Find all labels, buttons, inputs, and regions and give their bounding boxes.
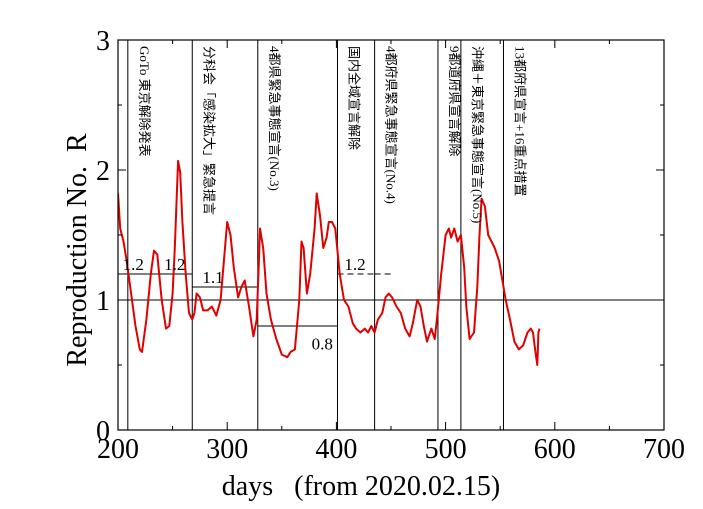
series-group (118, 159, 541, 366)
level-label: 1.2 (344, 255, 365, 274)
x-tick-label: 600 (534, 434, 576, 465)
x-tick-label: 300 (206, 434, 248, 465)
event-label: 沖縄＋東京緊急事態宣言(No.5) (470, 46, 485, 223)
tick-labels: 200 300 400 500 600 700 0 1 2 3 (96, 26, 685, 465)
series-line (118, 159, 541, 366)
event-label: 13都府県宣言+16重点措置 (512, 46, 527, 196)
x-tick-label: 500 (425, 434, 467, 465)
x-tick-label: 400 (315, 434, 357, 465)
y-tick-label: 0 (96, 416, 110, 447)
level-label: 1.1 (202, 268, 223, 287)
x-axis-label: days (from 2020.02.15) (222, 471, 500, 502)
event-label: 9都道府県宣言解除 (447, 46, 462, 157)
event-label: GoTo 東京解除発表 (137, 46, 152, 157)
x-tick-label: 700 (643, 434, 685, 465)
y-axis-label: Reproduction No. R (62, 133, 93, 367)
level-label: 1.2 (123, 255, 144, 274)
y-tick-label: 1 (96, 286, 110, 317)
axis-ticks (117, 39, 665, 431)
event-label: 4都県緊急事態宣言(No.3) (267, 46, 282, 191)
level-labels: 1.2 1.2 1.1 0.8 1.2 (123, 255, 366, 353)
event-label: 分科会「感染拡大」緊急提言 (201, 46, 216, 215)
x-tick-label: 200 (97, 434, 139, 465)
event-lines (127, 40, 504, 430)
level-label: 0.8 (312, 334, 333, 353)
event-label: 4都府県緊急事態宣言(No.4) (384, 46, 399, 204)
level-label: 1.2 (164, 255, 185, 274)
event-label: 国内全域宣言解除 (346, 46, 361, 150)
event-labels: GoTo 東京解除発表 分科会「感染拡大」緊急提言 4都県緊急事態宣言(No.3) 国… (137, 46, 528, 223)
y-tick-label: 3 (96, 26, 110, 57)
y-tick-label: 2 (96, 156, 110, 187)
